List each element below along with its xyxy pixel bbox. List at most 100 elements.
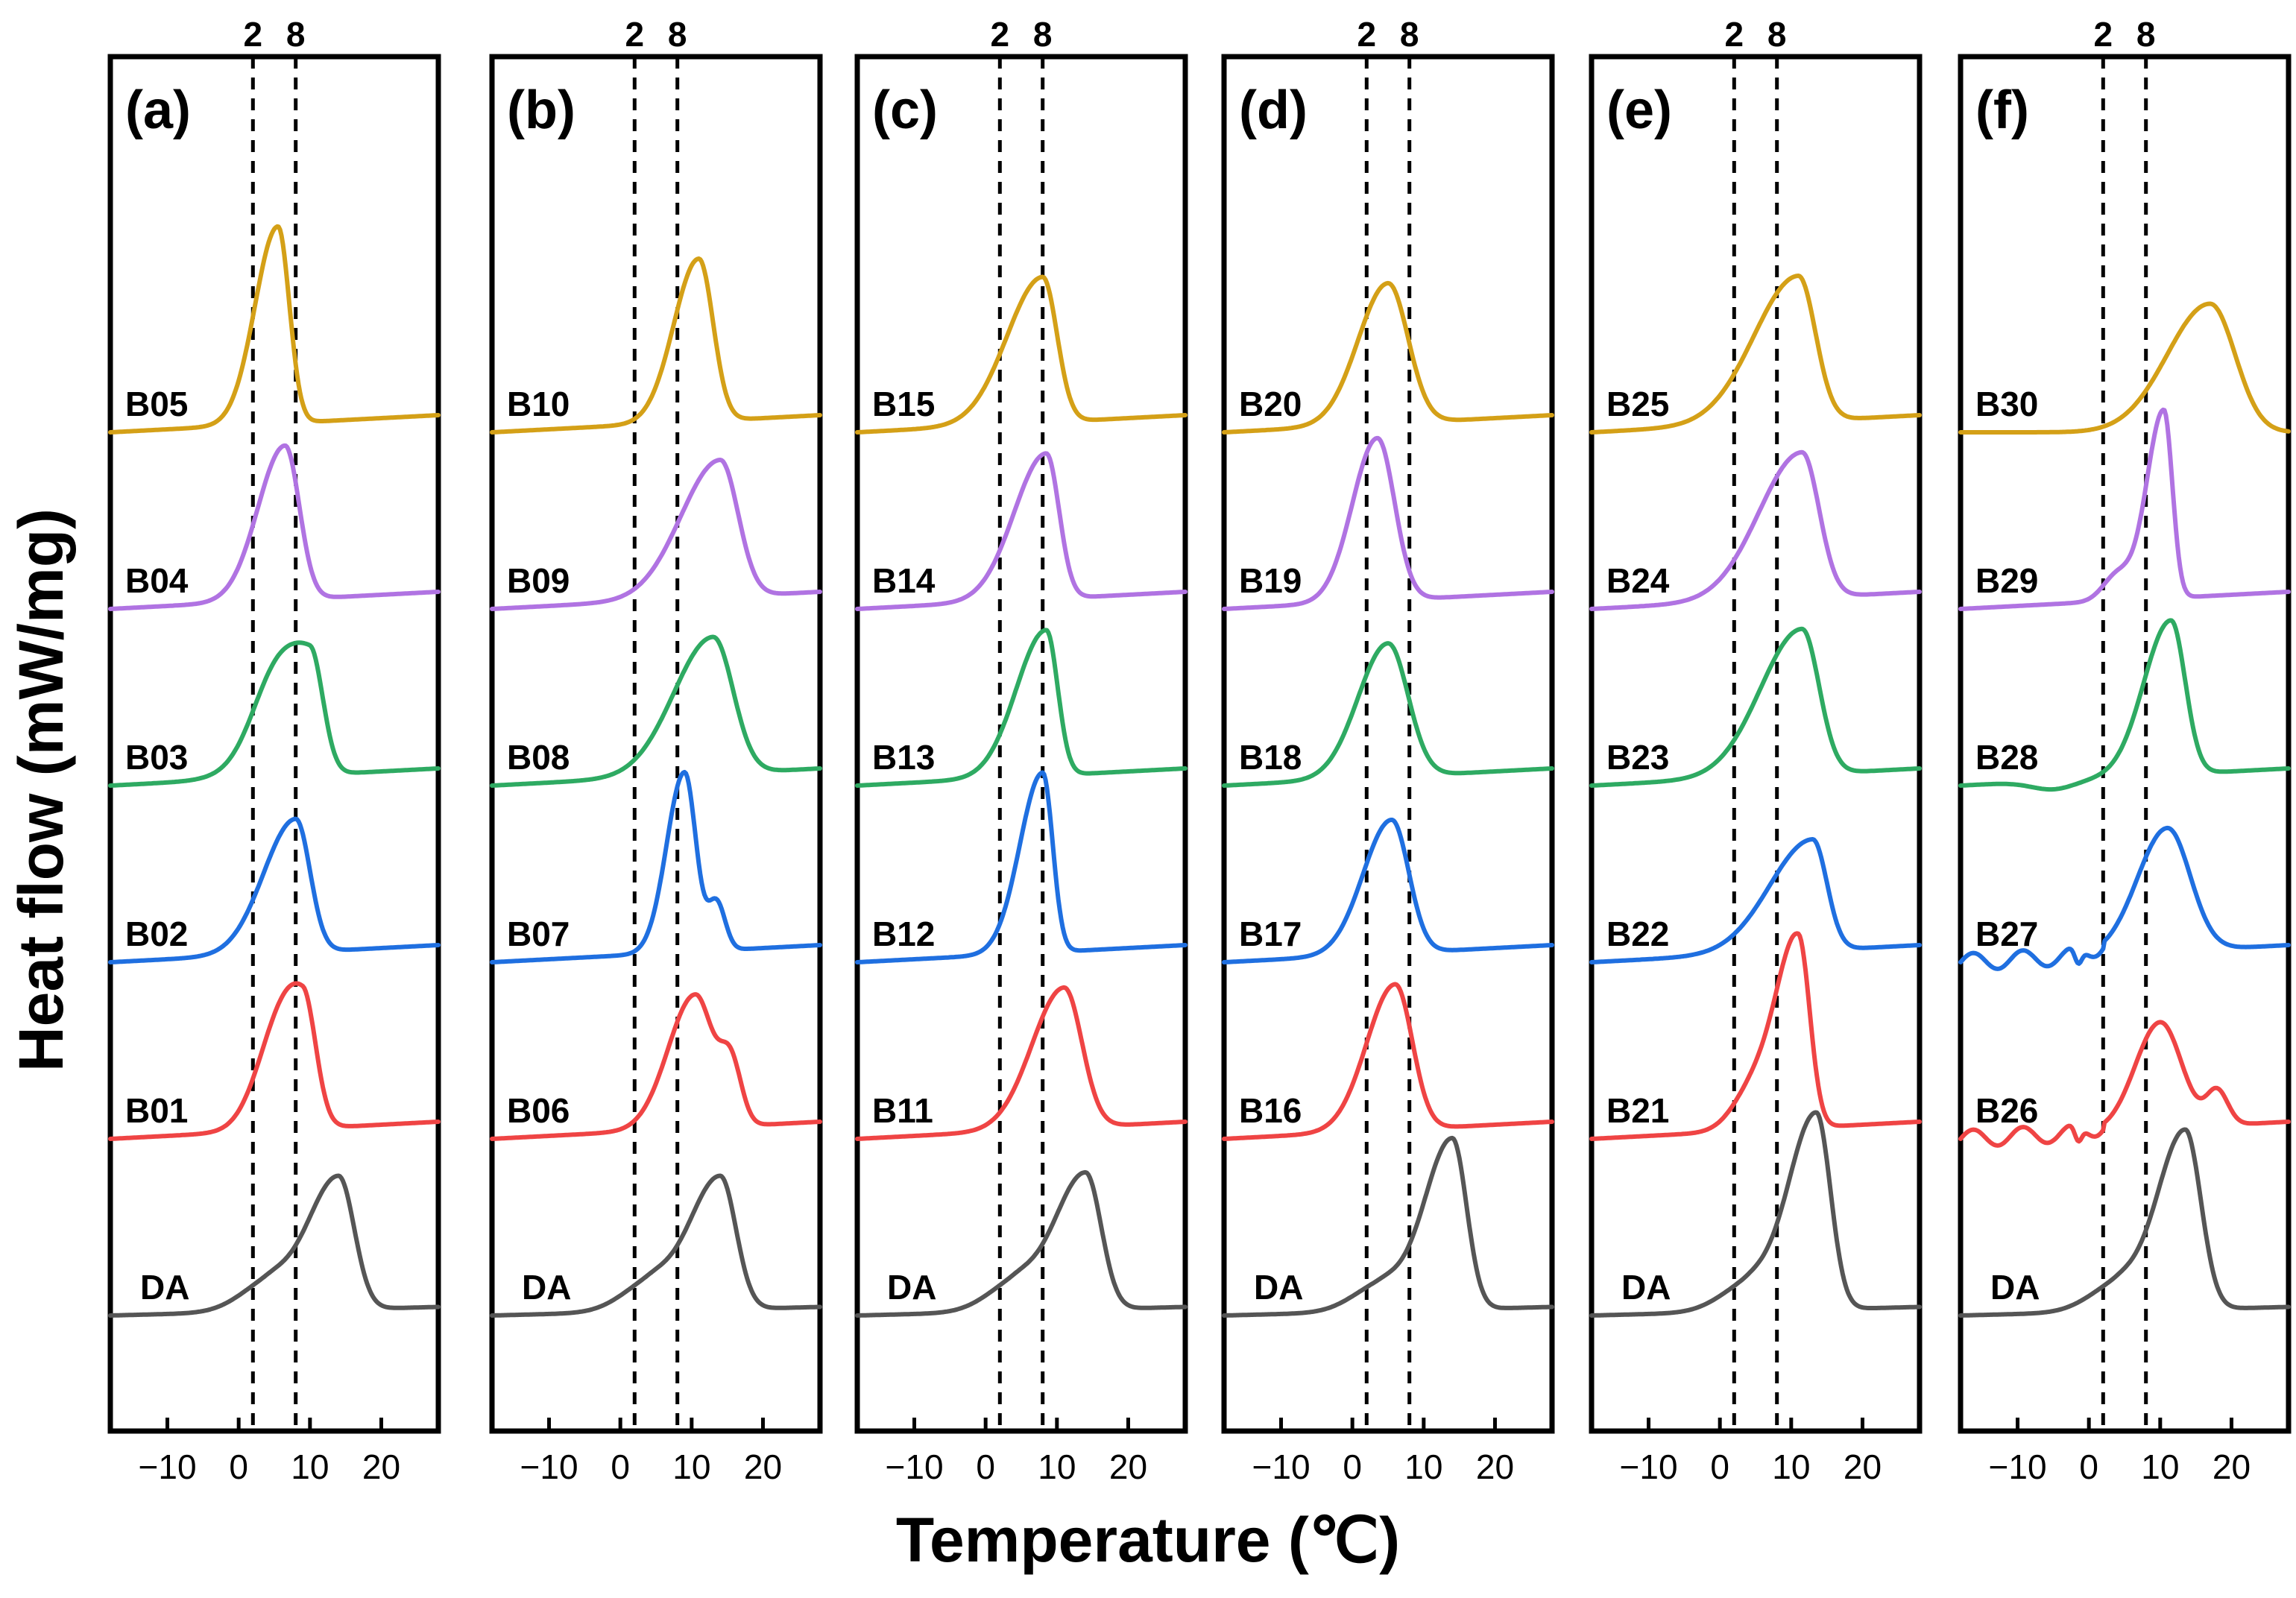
reference-line-label: 2 [2094, 15, 2113, 54]
x-tick-label: 10 [1038, 1447, 1076, 1486]
trace-label-b23: B23 [1606, 738, 1669, 777]
trace-b30 [1958, 301, 2291, 435]
trace-b15 [855, 274, 1188, 435]
x-tick-label: 0 [1343, 1447, 1362, 1486]
trace-b01 [108, 981, 441, 1141]
trace-b13 [855, 628, 1188, 788]
panel-frame [1221, 54, 1555, 1434]
trace-label-da: DA [522, 1268, 571, 1307]
x-tick-label: −10 [139, 1447, 197, 1486]
trace-b20 [1222, 280, 1554, 435]
trace-b27 [1958, 825, 2291, 971]
trace-b18 [1222, 641, 1554, 788]
panel-a: 2 8 −10 0 10 20 (a) DA B01 B02 B03 B04 B05 [107, 15, 441, 1486]
trace-label-b11: B11 [872, 1091, 933, 1130]
trace-label-da: DA [1990, 1268, 2040, 1307]
trace-label-da: DA [887, 1268, 936, 1307]
x-tick-label: 10 [2141, 1447, 2179, 1486]
panel-label: (d) [1239, 80, 1308, 140]
x-tick-label: 20 [362, 1447, 400, 1486]
x-tick-label: −10 [1989, 1447, 2047, 1486]
x-tick-label: 10 [1772, 1447, 1810, 1486]
trace-b12 [855, 770, 1188, 964]
x-tick-label: 20 [2213, 1447, 2251, 1486]
trace-label-b10: B10 [507, 385, 570, 423]
trace-label-b25: B25 [1606, 385, 1669, 423]
trace-b17 [1222, 818, 1554, 964]
panel-frame [1958, 54, 2292, 1434]
trace-label-b22: B22 [1606, 915, 1669, 953]
x-axis-title: Temperature (℃) [896, 1505, 1400, 1575]
trace-b08 [490, 634, 822, 788]
x-tick-label: 0 [611, 1447, 630, 1486]
panel-label: (b) [507, 80, 575, 140]
trace-label-b16: B16 [1239, 1091, 1302, 1130]
trace-label-b20: B20 [1239, 385, 1302, 423]
panel-c: 2 8 −10 0 10 20 (c) DA B11 B12 B13 B14 B15 [854, 15, 1188, 1486]
trace-b14 [855, 451, 1188, 611]
trace-label-b19: B19 [1239, 561, 1302, 600]
trace-label-b14: B14 [872, 561, 936, 600]
reference-line-label: 2 [991, 15, 1010, 54]
trace-label-b05: B05 [125, 385, 188, 423]
trace-b28 [1958, 618, 2291, 792]
trace-da [1958, 1127, 2291, 1318]
x-tick-label: −10 [886, 1447, 944, 1486]
trace-label-b24: B24 [1606, 561, 1670, 600]
trace-b23 [1589, 626, 1922, 788]
x-tick-label: 20 [744, 1447, 782, 1486]
trace-b03 [108, 640, 441, 788]
trace-b11 [855, 985, 1188, 1141]
trace-b07 [490, 769, 822, 964]
panel-frame [1589, 54, 1923, 1434]
trace-label-b09: B09 [507, 561, 570, 600]
trace-label-b01: B01 [125, 1091, 188, 1130]
reference-line-label: 2 [625, 15, 645, 54]
panel-b: 2 8 −10 0 10 20 (b) DA B06 B07 B08 B09 B10 [489, 15, 823, 1486]
panel-f: 2 8 −10 0 10 20 (f) DA B26 B27 B28 B29 B30 [1958, 15, 2292, 1486]
trace-b09 [490, 458, 822, 611]
trace-label-b18: B18 [1239, 738, 1302, 777]
reference-line-label: 8 [668, 15, 687, 54]
trace-label-b27: B27 [1975, 915, 2038, 953]
x-tick-label: −10 [520, 1447, 578, 1486]
trace-b26 [1958, 1020, 2291, 1148]
y-axis-title: Heat flow (mW/mg) [6, 508, 76, 1072]
trace-b29 [1958, 407, 2291, 611]
trace-label-da: DA [1254, 1268, 1303, 1307]
trace-b05 [108, 224, 441, 435]
trace-b22 [1589, 837, 1922, 964]
trace-label-b04: B04 [125, 561, 189, 600]
trace-b06 [490, 992, 822, 1141]
trace-label-da: DA [140, 1268, 189, 1307]
trace-b16 [1222, 982, 1554, 1141]
trace-da [855, 1169, 1188, 1318]
trace-label-b13: B13 [872, 738, 935, 777]
trace-label-b07: B07 [507, 915, 570, 953]
trace-label-b26: B26 [1975, 1091, 2038, 1130]
panel-label: (c) [872, 80, 938, 140]
panel-d: 2 8 −10 0 10 20 (d) DA B16 B17 B18 B19 B20 [1221, 15, 1555, 1486]
panel-label: (e) [1606, 80, 1672, 140]
trace-b25 [1589, 274, 1922, 435]
trace-b19 [1222, 435, 1554, 611]
x-tick-label: 0 [976, 1447, 995, 1486]
reference-line-label: 8 [1033, 15, 1053, 54]
trace-label-b30: B30 [1975, 385, 2038, 423]
trace-label-b03: B03 [125, 738, 188, 777]
reference-line-label: 2 [1725, 15, 1744, 54]
trace-label-b08: B08 [507, 738, 570, 777]
panel-label: (f) [1975, 80, 2029, 140]
trace-label-b17: B17 [1239, 915, 1302, 953]
trace-b21 [1589, 931, 1922, 1141]
panel-frame [107, 54, 441, 1434]
reference-line-label: 2 [1357, 15, 1377, 54]
reference-line-label: 2 [244, 15, 263, 54]
trace-b04 [108, 443, 441, 611]
trace-label-b15: B15 [872, 385, 935, 423]
x-tick-label: 10 [291, 1447, 329, 1486]
trace-b10 [490, 256, 822, 435]
panel-frame [489, 54, 823, 1434]
